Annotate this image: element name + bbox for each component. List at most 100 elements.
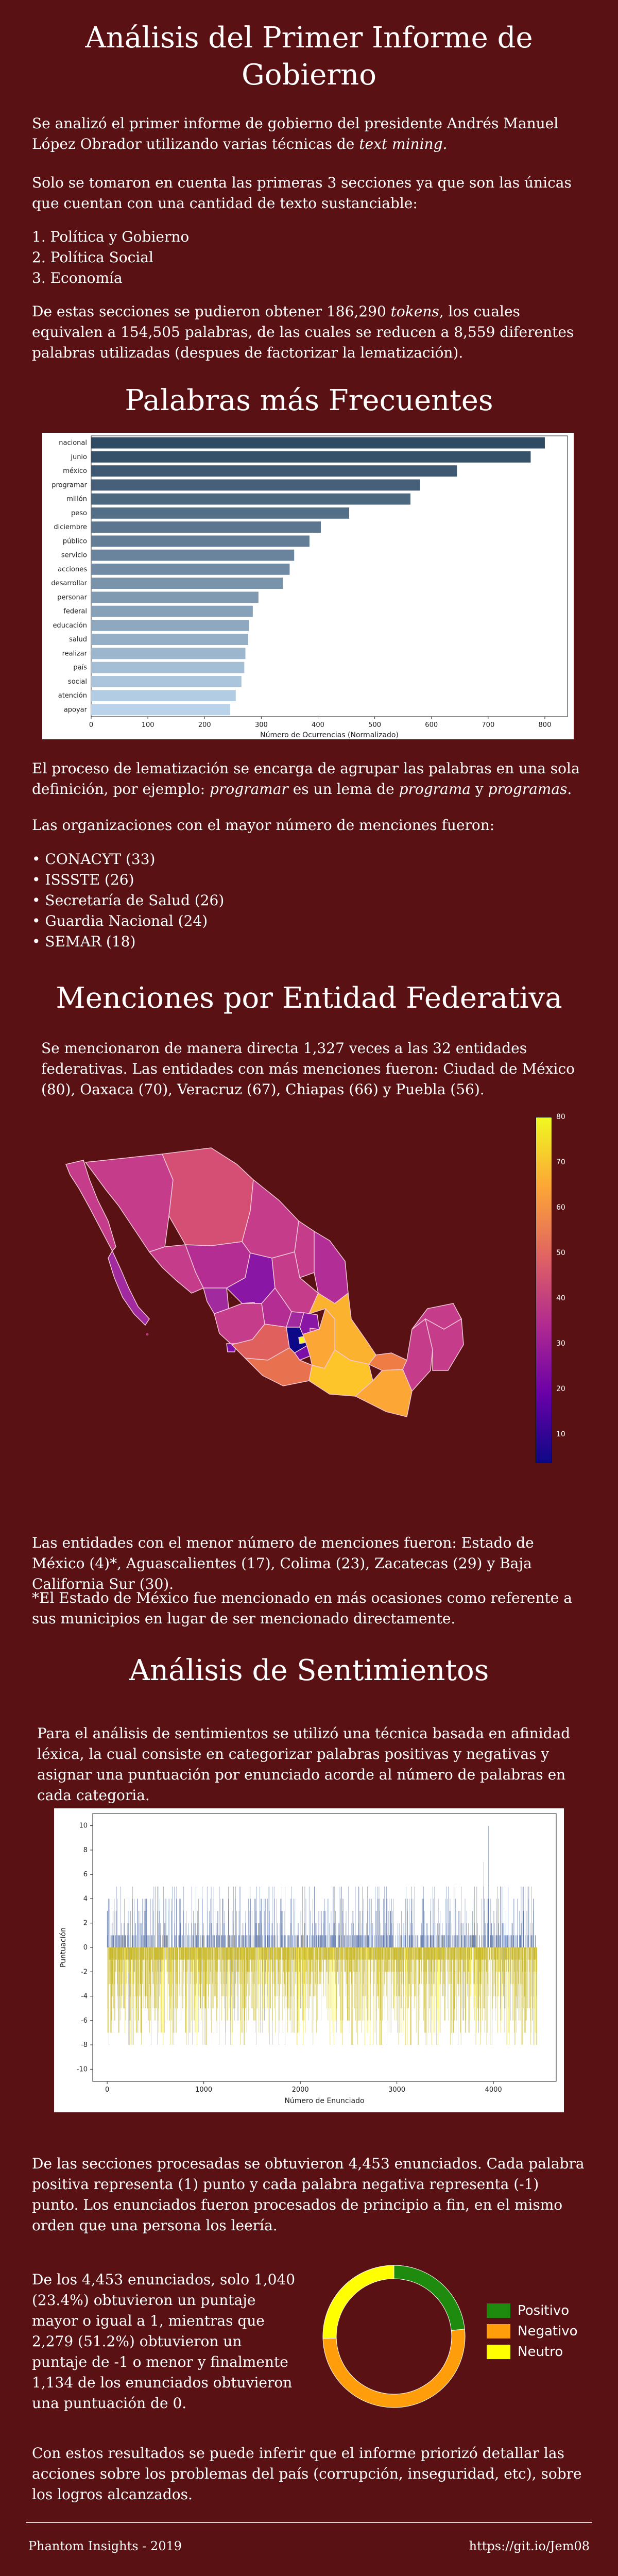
x-tick-label: 200 [198, 721, 211, 729]
y-tick-label: -10 [77, 2065, 88, 2073]
bar-label: programar [52, 481, 87, 489]
x-tick-label: 600 [425, 721, 438, 729]
donut-slice-neutro [322, 2265, 394, 2339]
bar [91, 507, 350, 519]
x-axis-label: Número de Enunciado [284, 2097, 364, 2105]
colorbar [536, 1117, 552, 1463]
sentiment-section-title: Análisis de Sentimientos [129, 1654, 489, 1687]
guerrero-shape [244, 1347, 313, 1386]
bar [91, 437, 545, 449]
y-tick-label: -2 [81, 1968, 88, 1976]
sentiment-paragraph-1: Para el análisis de sentimientos se util… [37, 1725, 571, 1804]
bar [91, 493, 410, 505]
donut-slice-positivo [393, 2265, 465, 2331]
bar [91, 479, 420, 491]
emphasis: programas [488, 781, 568, 798]
y-tick-label: -4 [81, 1993, 88, 2001]
x-tick-label: 100 [142, 721, 154, 729]
intro-paragraph-3: De estas secciones se pudieron obtener 1… [32, 301, 588, 363]
page-title: Análisis del Primer Informe de Gobierno [85, 21, 533, 92]
section-item: 1. Política y Gobierno [32, 228, 190, 245]
bar-label: méxico [63, 467, 87, 475]
bar [91, 578, 283, 589]
intro-text: , los cuales equivalen a 154,505 palabra… [32, 303, 574, 361]
x-tick-label: 1000 [195, 2086, 212, 2094]
bar-label: peso [71, 510, 87, 517]
org-item: ISSSTE (26) [32, 870, 495, 890]
bar-label: servicio [61, 552, 87, 560]
y-tick-label: -8 [81, 2041, 88, 2049]
x-tick-label: 400 [312, 721, 324, 729]
bar-label: nacional [59, 439, 87, 447]
chiapas-shape [354, 1369, 413, 1417]
states-paragraph-2: Las entidades con el menor número de men… [32, 1534, 534, 1592]
donut-legend: Positivo Negativo Neutro [487, 2303, 578, 2365]
orgs-list: CONACYT (33) ISSSTE (26) Secretaría de S… [32, 849, 495, 952]
donut-slice-negativo [322, 2329, 466, 2408]
bar-label: social [68, 678, 87, 686]
x-tick-label: 2000 [292, 2086, 309, 2094]
bar [91, 619, 249, 631]
island-dot [146, 1333, 149, 1336]
bar [91, 591, 259, 603]
x-tick-label: 3000 [388, 2086, 405, 2094]
plot-frame [91, 435, 568, 717]
lemmatization-paragraph: El proceso de lematización se encarga de… [32, 758, 588, 800]
bar-label: junio [70, 453, 87, 461]
legend-item-neutral: Neutro [487, 2344, 578, 2360]
bar-label: atención [58, 692, 87, 700]
bar [91, 662, 245, 673]
ciudad-de-mexico-shape [298, 1336, 305, 1344]
org-item: SEMAR (18) [32, 931, 495, 952]
y-tick-label: 10 [79, 1822, 88, 1830]
bar-label: millón [66, 496, 87, 503]
bar-label: educación [53, 622, 87, 630]
intro-emphasis: text mining. [359, 135, 448, 152]
x-tick-label: 800 [539, 721, 552, 729]
oaxaca-shape [308, 1349, 373, 1397]
freq-bar-chart: nacional junio méxico programar millón peso di… [51, 435, 568, 739]
mexico-map [65, 1147, 464, 1417]
intro-paragraph-1: Se analizó el primer informe de gobierno… [32, 113, 588, 155]
bar [91, 451, 531, 463]
bar-label: salud [69, 636, 87, 643]
bar [91, 549, 295, 561]
colorbar-tick: 50 [556, 1249, 565, 1257]
x-tick-label: 4000 [485, 2086, 502, 2094]
footer-divider [26, 2522, 592, 2523]
footer-credit: Phantom Insights - 2019 [28, 2539, 182, 2553]
colorbar-tick: 80 [556, 1113, 565, 1121]
y-tick-label: 0 [83, 1944, 88, 1952]
y-tick-label: 8 [83, 1846, 88, 1854]
orgs-intro: Las organizaciones con el mayor número d… [32, 817, 495, 834]
sentiment-chart: 10 8 6 4 2 0 -2 -4 -6 -8 -10 0 1000 2000 3000 4000 Númer… [54, 1808, 564, 2112]
legend-swatch [487, 2324, 510, 2338]
legend-label: Negativo [518, 2324, 578, 2339]
nuevo-leon-shape [294, 1220, 315, 1278]
sentiment-donut-chart [322, 2265, 466, 2408]
y-tick-label: 6 [83, 1871, 88, 1878]
footer-link[interactable]: https://git.io/Jem08 [469, 2539, 590, 2553]
freq-chart: nacional junio méxico programar millón peso di… [42, 433, 574, 739]
quintana-roo-shape [424, 1318, 464, 1371]
colorbar-tick: 60 [556, 1204, 565, 1212]
sentiment-bars [107, 1825, 537, 2045]
x-axis-label: Número de Ocurrencias (Normalizado) [260, 731, 399, 739]
bar-label: acciones [58, 566, 87, 573]
legend-swatch [487, 2345, 510, 2359]
states-section-title: Menciones por Entidad Federativa [56, 981, 562, 1015]
text: y [471, 781, 488, 798]
text: El proceso de lematización se encarga de… [32, 760, 580, 798]
sentiment-paragraph-2: De las secciones procesadas se obtuviero… [32, 2155, 585, 2234]
bar-label: realizar [62, 650, 88, 657]
section-item: 3. Economía [32, 269, 123, 286]
bar-label: país [73, 664, 87, 672]
org-item: CONACYT (33) [32, 849, 495, 870]
colorbar-tick: 70 [556, 1158, 565, 1166]
states-paragraph-3: *El Estado de México fue mencionado en m… [32, 1589, 572, 1627]
bar-label: público [63, 537, 87, 545]
bar [91, 465, 457, 477]
colorbar-tick: 30 [556, 1340, 565, 1348]
bar [91, 535, 310, 547]
bar-label: desarrollar [51, 580, 87, 587]
